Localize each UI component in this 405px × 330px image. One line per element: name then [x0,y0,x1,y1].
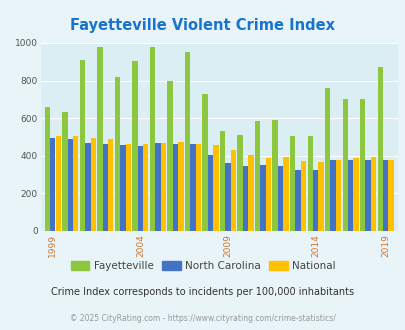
Bar [388,159,393,231]
Bar [213,146,218,231]
Bar [50,138,55,231]
Text: Crime Index corresponds to incidents per 100,000 inhabitants: Crime Index corresponds to incidents per… [51,287,354,297]
Bar [382,159,387,231]
Bar [324,88,329,231]
Bar [132,61,137,231]
Bar [295,170,300,231]
Bar [202,94,207,231]
Bar [68,139,73,231]
Bar [143,145,148,231]
Bar [312,170,318,231]
Bar [62,113,67,231]
Bar [242,166,247,231]
Bar [102,144,108,231]
Bar [167,82,172,231]
Bar [370,157,375,231]
Bar [126,144,131,231]
Bar [80,60,85,231]
Bar [248,155,253,231]
Bar [45,107,50,231]
Bar [108,139,113,231]
Bar [277,166,282,231]
Bar [137,147,143,231]
Bar [330,159,335,231]
Bar [155,143,160,231]
Bar [97,47,102,231]
Bar [184,52,190,231]
Bar [342,99,347,231]
Bar [289,136,294,231]
Bar [90,138,96,231]
Bar [149,47,155,231]
Bar [283,157,288,231]
Bar [359,99,364,231]
Bar [237,135,242,231]
Bar [55,136,61,231]
Bar [207,155,213,231]
Bar [335,160,340,231]
Bar [190,144,195,231]
Bar [347,160,352,231]
Bar [220,131,225,231]
Bar [265,158,271,231]
Bar [307,136,312,231]
Bar [254,121,260,231]
Bar [195,144,200,231]
Bar [225,163,230,231]
Bar [115,77,120,231]
Bar [160,143,166,231]
Bar [178,142,183,231]
Bar [260,165,265,231]
Bar [73,136,78,231]
Bar [364,160,370,231]
Bar [352,158,358,231]
Bar [300,161,305,231]
Bar [272,120,277,231]
Bar [230,150,235,231]
Bar [120,146,125,231]
Bar [173,144,178,231]
Legend: Fayetteville, North Carolina, National: Fayetteville, North Carolina, National [67,258,338,274]
Text: Fayetteville Violent Crime Index: Fayetteville Violent Crime Index [70,18,335,33]
Bar [85,143,90,231]
Bar [318,162,323,231]
Text: © 2025 CityRating.com - https://www.cityrating.com/crime-statistics/: © 2025 CityRating.com - https://www.city… [70,314,335,323]
Bar [377,67,382,231]
